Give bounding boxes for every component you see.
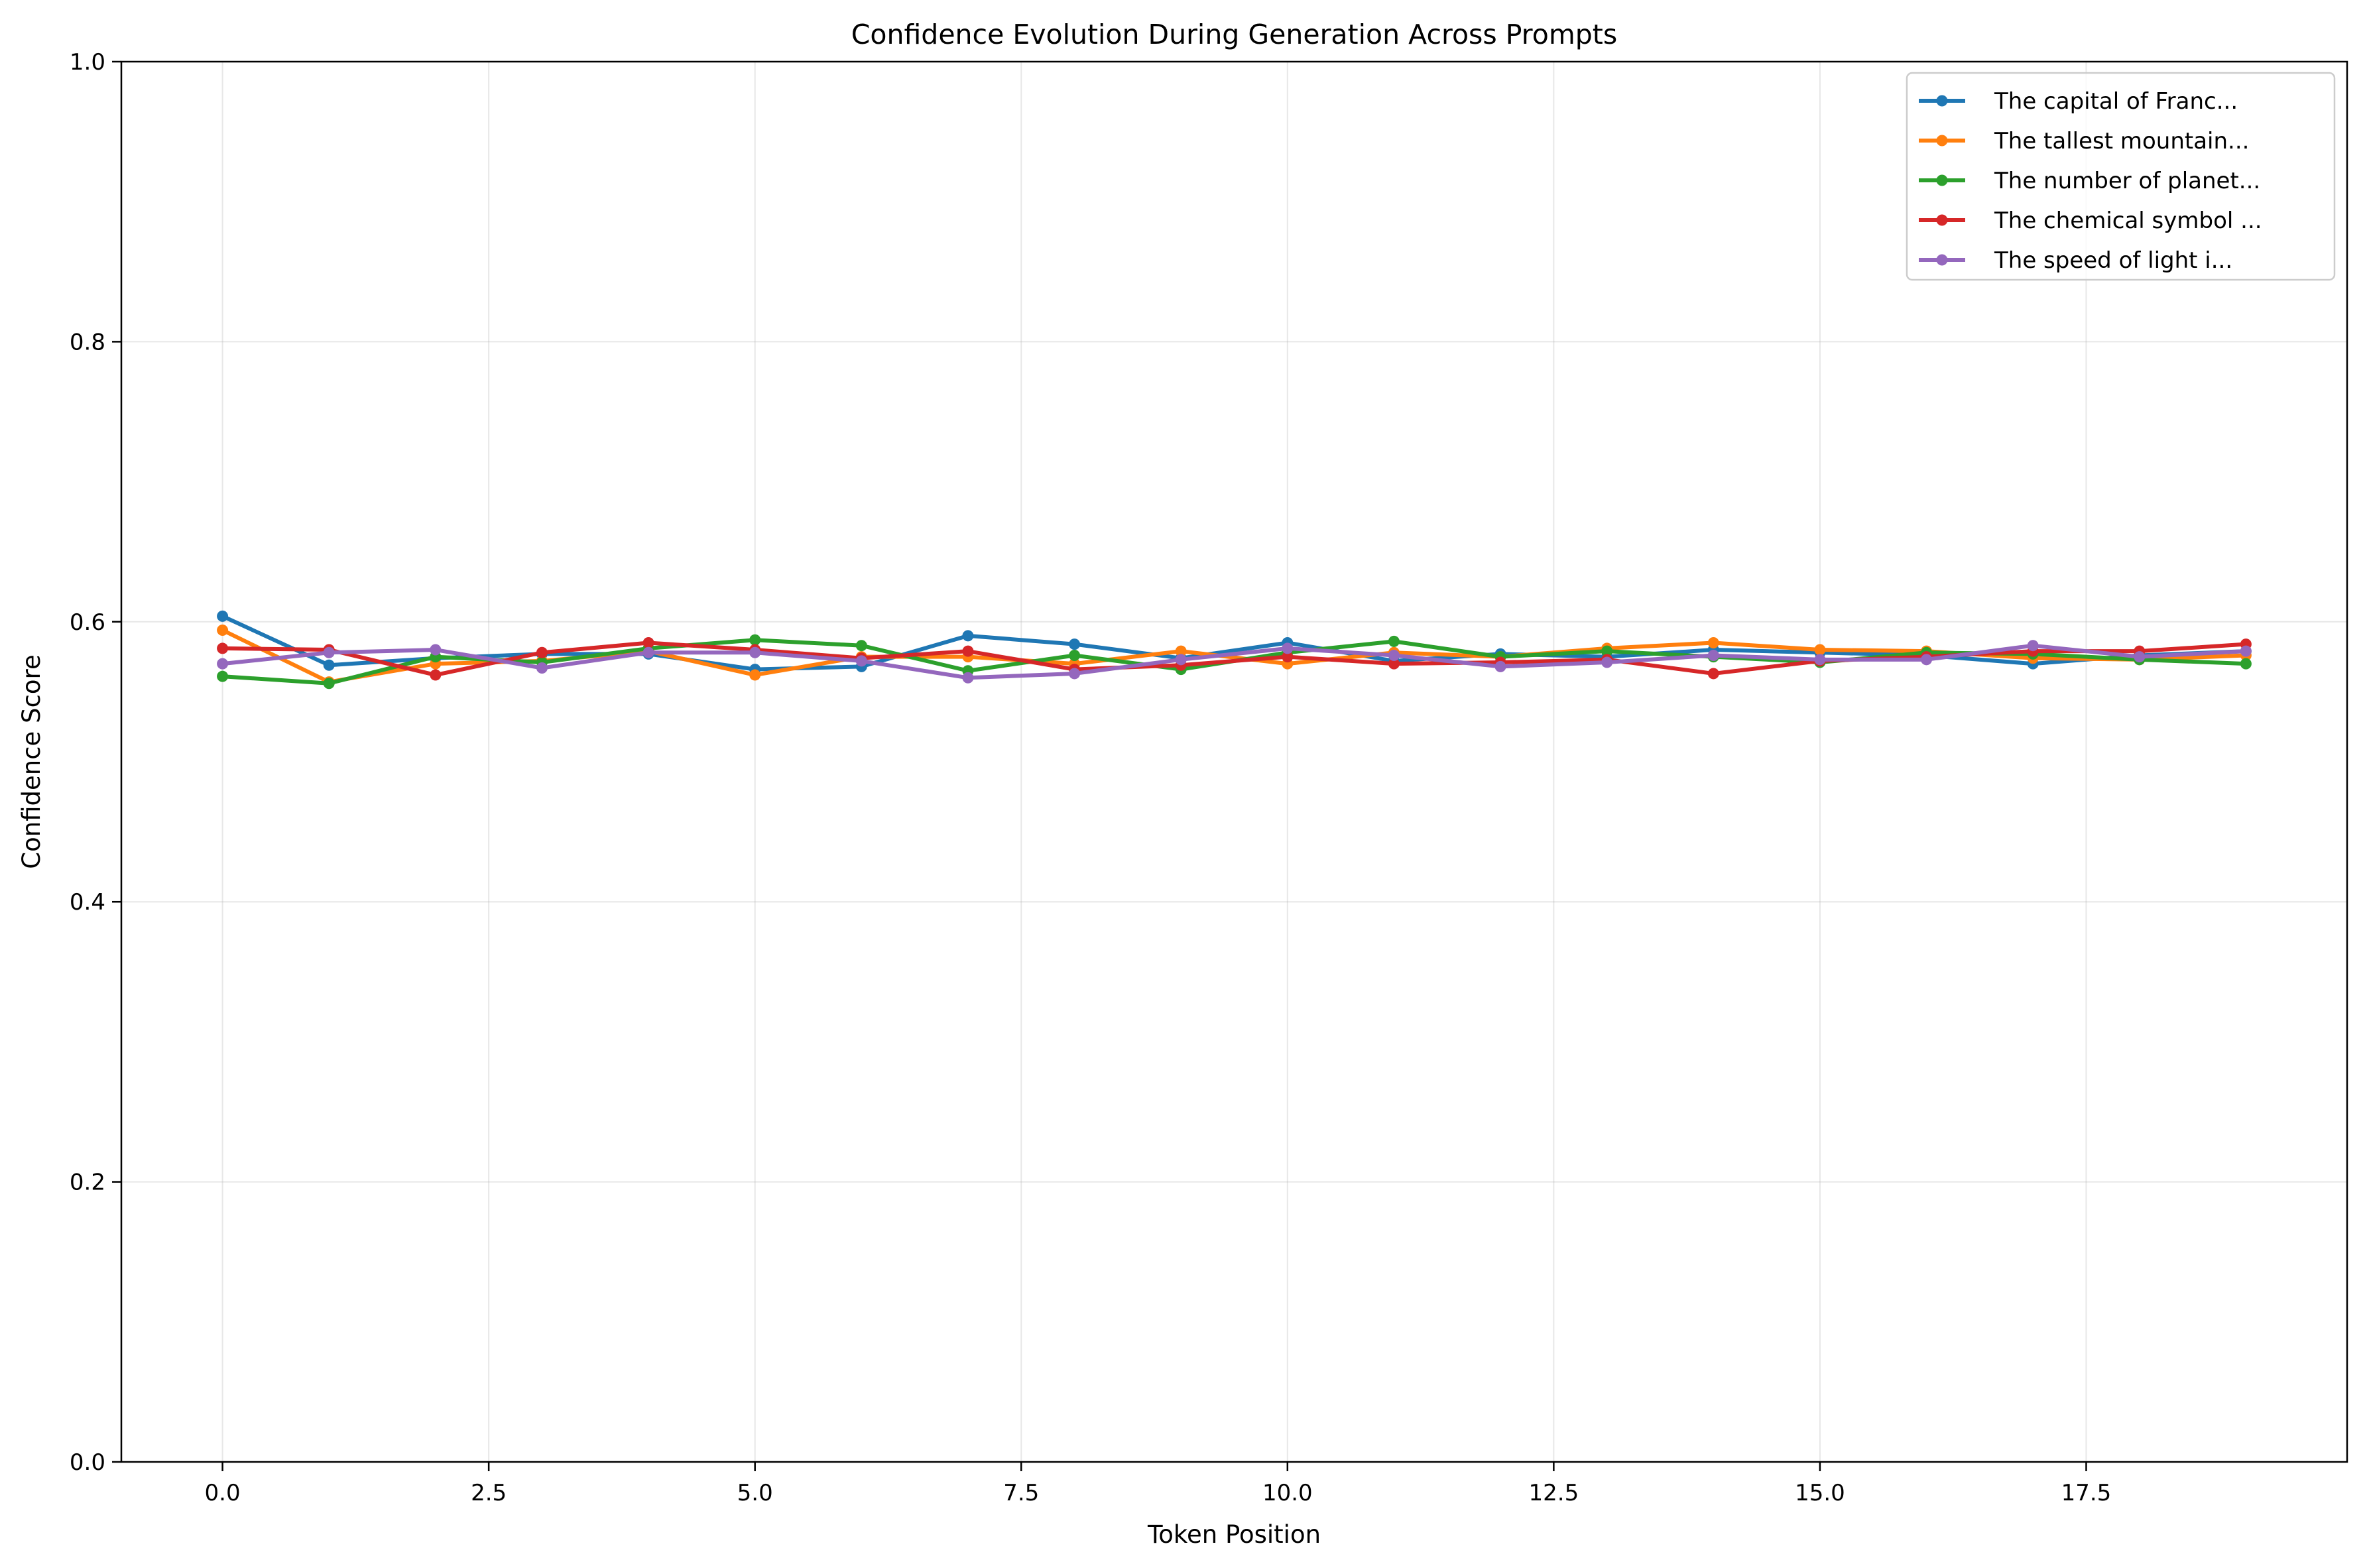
legend-item: The chemical symbol ... [1919,208,2262,234]
x-tick-label: 12.5 [1529,1480,1579,1506]
legend-label: The number of planet... [1994,168,2260,194]
x-tick-label: 15.0 [1795,1480,1845,1506]
data-point [642,646,654,658]
series-line [220,640,2248,678]
data-point [430,644,442,656]
y-tick-label: 0.2 [70,1170,105,1196]
x-tick-label: 5.0 [737,1480,773,1506]
legend-label: The chemical symbol ... [1994,208,2262,234]
data-point [1814,654,1826,666]
legend-item: The number of planet... [1919,168,2260,194]
data-point [217,610,229,622]
legend-label: The speed of light i... [1994,247,2232,274]
y-tick-label: 0.8 [70,329,105,355]
data-point [1388,635,1400,647]
legend-label: The capital of Franc... [1994,88,2238,115]
series-5 [217,640,2252,684]
x-tick-label: 7.5 [1003,1480,1039,1506]
legend-label: The tallest mountain... [1994,128,2249,154]
data-point [323,678,335,690]
x-tick-label: 2.5 [471,1480,507,1506]
data-point [1601,645,1613,657]
data-point [323,659,335,671]
data-point [536,646,548,658]
data-point [1814,644,1826,656]
data-point [1175,654,1187,666]
x-tick-label: 17.5 [2061,1480,2112,1506]
data-point [1921,654,1933,666]
data-point [1282,642,1294,654]
data-point [749,669,761,681]
data-point [1069,649,1081,661]
data-point [2134,651,2146,663]
data-point [749,634,761,646]
data-point [1069,668,1081,680]
x-axis-label: Token Position [1147,1520,1321,1549]
data-point [217,642,229,654]
data-point [2027,640,2039,652]
legend-frame [1906,72,2336,281]
legend: The capital of Franc... The tallest mount… [1906,72,2336,281]
series-line [220,643,2248,680]
y-axis-label: Confidence Score [17,654,46,869]
legend-marker [1936,254,1948,266]
x-tick-label: 10.0 [1262,1480,1313,1506]
data-point [1707,649,1719,661]
data-point [1388,658,1400,670]
plot-area-frame [120,60,2348,1463]
chart-title: Confidence Evolution During Generation A… [851,19,1617,50]
legend-marker [1936,174,1948,186]
y-tick-label: 0.4 [70,889,105,916]
y-axis-ticks: 0.0 0.2 0.4 0.6 0.8 1.0 [70,49,121,1476]
data-point [962,672,974,684]
data-point [217,670,229,682]
legend-item: The capital of Franc... [1919,88,2238,115]
data-point [2240,658,2252,670]
data-point [217,624,229,636]
data-point [642,636,654,648]
data-point [536,662,548,674]
legend-item: The speed of light i... [1919,247,2232,274]
series-layer [217,610,2252,690]
data-point [1601,656,1613,668]
data-point [1069,638,1081,650]
y-tick-label: 0.6 [70,609,105,636]
data-point [962,645,974,657]
legend-item: The tallest mountain... [1919,128,2249,154]
data-point [2240,645,2252,657]
data-point [217,658,229,670]
legend-marker [1936,214,1948,226]
data-point [1707,668,1719,680]
legend-marker [1936,135,1948,147]
data-point [323,646,335,658]
data-point [1175,645,1187,657]
y-tick-label: 0.0 [70,1449,105,1476]
data-point [1494,660,1506,672]
data-point [855,655,867,667]
legend-marker [1936,95,1948,107]
data-point [1282,651,1294,663]
data-point [1707,636,1719,648]
data-point [430,669,442,681]
data-point [962,630,974,642]
data-point [1388,649,1400,661]
data-point [855,640,867,652]
data-point [749,646,761,658]
y-tick-label: 1.0 [70,49,105,76]
x-tick-label: 0.0 [205,1480,241,1506]
x-axis-ticks: 0.0 2.5 5.0 7.5 10.0 12.5 15.0 17.5 [205,1462,2112,1506]
